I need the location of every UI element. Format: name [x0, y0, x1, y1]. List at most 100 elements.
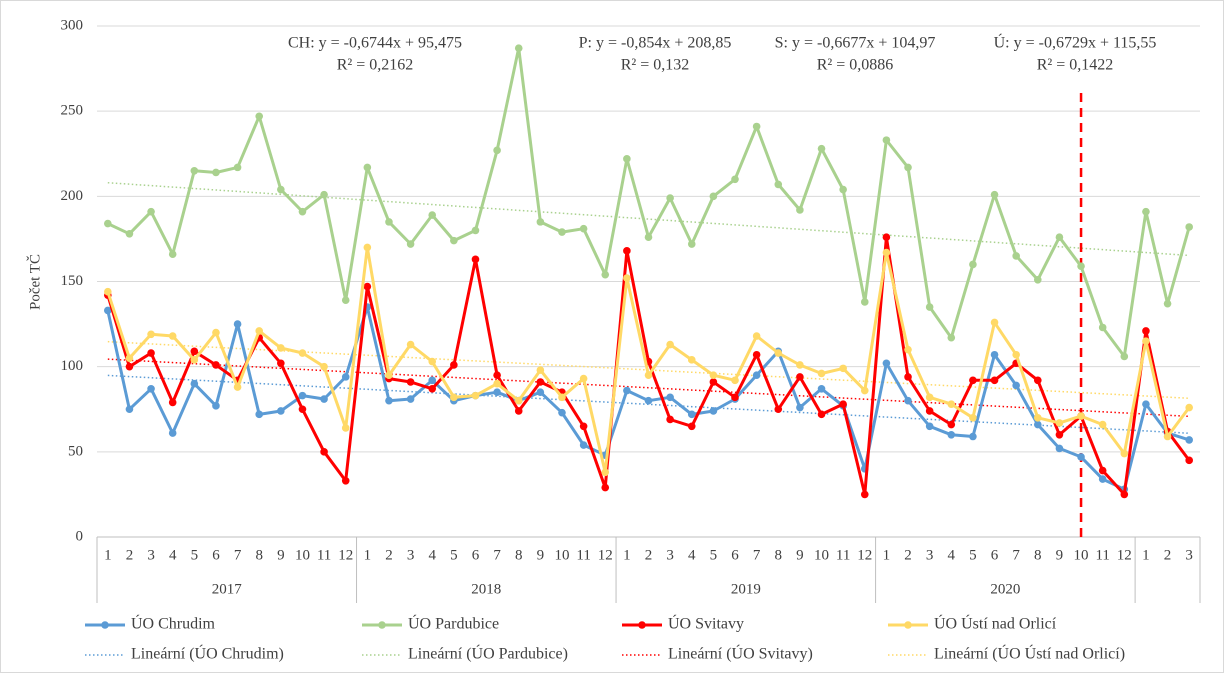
legend-label: ÚO Svitavy: [668, 614, 744, 633]
x-tick-label: 3: [1185, 547, 1193, 563]
data-point: [1142, 327, 1150, 335]
data-point: [969, 432, 977, 441]
x-tick-label: 2: [904, 547, 912, 563]
y-axis-label: Počet TČ: [26, 254, 43, 310]
data-point: [882, 136, 891, 144]
data-point: [1077, 262, 1085, 270]
x-tick-label: 6: [472, 547, 480, 563]
data-point: [1142, 207, 1150, 216]
data-point: [1098, 475, 1107, 483]
data-point: [320, 395, 328, 403]
data-point: [1012, 381, 1020, 390]
data-point: [990, 190, 999, 199]
data-point: [969, 376, 977, 385]
x-tick-label: 1: [104, 547, 112, 563]
data-point: [1185, 223, 1193, 231]
data-point: [190, 356, 199, 364]
data-point: [277, 185, 285, 194]
x-tick-label: 2: [126, 547, 134, 563]
x-tick-label: 1: [883, 547, 891, 563]
x-tick-label: 7: [493, 547, 501, 563]
data-point: [104, 219, 112, 228]
data-point: [277, 359, 285, 368]
group-label: 2019: [731, 581, 761, 597]
data-point: [428, 211, 437, 219]
data-point: [514, 396, 523, 405]
data-point: [925, 422, 934, 431]
data-point: [233, 383, 242, 391]
legend-label: ÚO Ústí nad Orlicí: [934, 614, 1057, 633]
data-point: [514, 44, 523, 52]
x-tick-label: 11: [836, 547, 850, 563]
data-point: [341, 476, 350, 485]
x-tick-label: 2: [645, 547, 653, 563]
legend-label: Lineární (ÚO Pardubice): [408, 644, 568, 663]
data-point: [320, 448, 328, 456]
y-tick-label: 50: [68, 443, 83, 459]
data-point: [839, 364, 847, 373]
data-point: [644, 371, 653, 379]
data-point: [904, 373, 912, 381]
data-point: [709, 371, 718, 379]
data-point: [796, 403, 804, 412]
data-point: [1163, 432, 1172, 441]
legend-marker: [378, 621, 386, 629]
x-tick-label: 4: [428, 547, 436, 563]
legend-label: ÚO Chrudim: [131, 614, 216, 633]
data-point: [1098, 466, 1107, 475]
x-tick-label: 4: [169, 547, 177, 563]
group-label: 2020: [990, 581, 1020, 597]
data-point: [558, 408, 566, 417]
data-point: [752, 332, 761, 340]
x-tick-label: 1: [623, 547, 631, 563]
data-point: [212, 402, 220, 410]
trendline: [107, 358, 1190, 418]
data-point: [190, 379, 199, 388]
x-tick-label: 2: [1164, 547, 1172, 563]
x-tick-label: 1: [1142, 547, 1150, 563]
x-tick-label: 11: [317, 547, 331, 563]
data-point: [406, 378, 415, 386]
data-point: [687, 240, 696, 248]
data-point: [774, 405, 783, 414]
data-point: [1120, 490, 1129, 499]
data-point: [536, 388, 545, 397]
data-point: [947, 400, 956, 408]
data-point: [298, 349, 307, 357]
data-point: [644, 233, 653, 242]
data-point: [1185, 436, 1193, 444]
data-point: [817, 369, 826, 378]
data-point: [514, 407, 523, 415]
data-point: [644, 396, 653, 405]
data-point: [904, 396, 912, 405]
data-point: [990, 376, 999, 385]
y-tick-label: 0: [76, 528, 84, 544]
data-point: [839, 185, 847, 194]
data-point: [687, 410, 696, 419]
data-point: [104, 306, 112, 315]
x-tick-label: 3: [147, 547, 155, 563]
data-point: [882, 359, 891, 368]
x-tick-label: 9: [277, 547, 285, 563]
data-point: [536, 218, 545, 226]
legend-marker: [638, 621, 646, 629]
data-point: [709, 407, 718, 415]
data-point: [1055, 419, 1064, 427]
data-point: [255, 410, 264, 419]
data-point: [277, 344, 285, 352]
data-point: [601, 270, 610, 279]
x-tick-label: 5: [191, 547, 199, 563]
data-point: [558, 228, 566, 236]
group-label: 2018: [471, 581, 501, 597]
data-point: [125, 362, 134, 371]
data-point: [168, 429, 177, 437]
data-point: [1077, 453, 1085, 461]
data-point: [233, 163, 242, 172]
legend-marker: [904, 621, 912, 629]
data-point: [925, 407, 934, 415]
data-point: [623, 274, 631, 282]
data-point: [579, 441, 588, 449]
data-point: [601, 483, 610, 492]
data-point: [947, 431, 956, 439]
